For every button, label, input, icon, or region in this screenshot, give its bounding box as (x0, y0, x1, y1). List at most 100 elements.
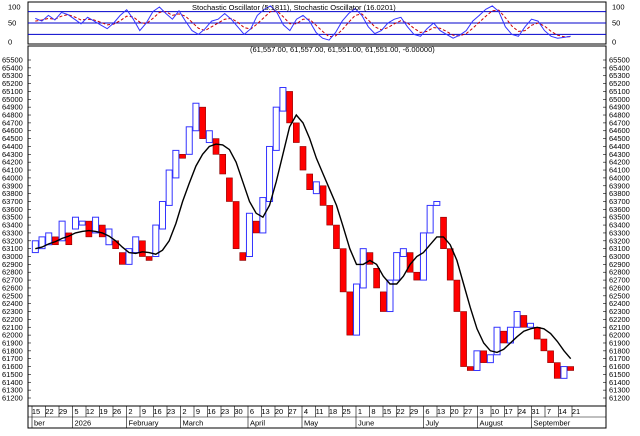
y-tick-label: 62700 (609, 276, 630, 285)
candle-up (353, 283, 361, 336)
candle-down (533, 326, 541, 340)
x-tick-label: 20 (450, 407, 458, 416)
candle-down (366, 252, 374, 265)
candle-down (139, 240, 146, 257)
candle-up (279, 87, 287, 112)
candle-up (31, 240, 39, 254)
y-tick-label: 62300 (609, 307, 630, 316)
y-tick-label: 63600 (609, 205, 630, 214)
x-tick-label: 29 (59, 407, 67, 416)
y-tick-label: 63400 (2, 221, 23, 230)
y-tick-label: 61600 (2, 362, 23, 371)
candle-down (446, 248, 454, 281)
candlestick-series (31, 87, 574, 379)
candle-down (466, 366, 474, 371)
oscillator-tick-label: 0 (612, 38, 616, 47)
y-tick-label: 64100 (609, 166, 630, 175)
y-tick-label: 61400 (609, 378, 630, 387)
oscillator-tick-label: 50 (8, 19, 16, 28)
candle-down (333, 224, 340, 249)
candle-up (393, 252, 401, 281)
oscillator-right-ticks: 100 50 0 (612, 3, 625, 47)
y-tick-label: 61500 (609, 370, 630, 379)
x-tick-label: 3 (479, 407, 483, 416)
candle-down (406, 252, 414, 273)
month-label: March (183, 419, 204, 428)
candle-up (185, 126, 193, 155)
candle-up (158, 200, 166, 230)
candle-up (426, 204, 434, 234)
y-tick-label: 65000 (609, 95, 630, 104)
x-tick-label: 10 (491, 407, 499, 416)
y-tick-label: 63800 (2, 189, 23, 198)
y-tick-label: 63700 (609, 197, 630, 206)
y-tick-label: 65200 (2, 79, 23, 88)
candle-down (239, 252, 247, 261)
y-tick-label: 64200 (2, 158, 23, 167)
x-tick-label: 13 (437, 407, 445, 416)
x-tick-label: 15 (32, 407, 40, 416)
y-tick-label: 64900 (2, 103, 23, 112)
x-tick-label: 23 (221, 407, 229, 416)
price-frame (27, 45, 607, 407)
candle-down (373, 268, 380, 289)
y-tick-label: 64700 (2, 118, 23, 127)
oscillator-slow-line (35, 9, 571, 38)
x-tick-label: 19 (99, 407, 107, 416)
x-tick-label: 31 (531, 407, 539, 416)
y-tick-label: 63800 (609, 189, 630, 198)
candle-up (45, 232, 53, 246)
price-panel: (61,557.00, 61,557.00, 61,551.00, 61,551… (2, 45, 630, 407)
oscillator-tick-label: 100 (612, 3, 625, 12)
y-tick-label: 63600 (2, 205, 23, 214)
y-tick-label: 63900 (609, 181, 630, 190)
y-tick-label: 62200 (2, 315, 23, 324)
month-label: 2026 (75, 419, 92, 428)
x-tick-label: 22 (396, 407, 404, 416)
month-label: September (534, 419, 571, 428)
y-tick-label: 62300 (2, 307, 23, 316)
candle-up (433, 200, 441, 206)
candle-up (245, 212, 253, 258)
candle-up (513, 311, 521, 328)
x-tick-label: 29 (410, 407, 418, 416)
y-tick-label: 61700 (2, 354, 23, 363)
y-tick-label: 62900 (609, 260, 630, 269)
y-tick-label: 62400 (609, 299, 630, 308)
y-tick-label: 61800 (609, 346, 630, 355)
candle-up (205, 130, 213, 144)
candle-down (212, 138, 220, 155)
y-tick-label: 64700 (609, 118, 630, 127)
x-tick-label: 24 (518, 407, 526, 416)
y-tick-label: 62000 (2, 331, 23, 340)
y-tick-label: 65300 (2, 71, 23, 80)
y-tick-label: 62600 (609, 283, 630, 292)
candle-down (319, 185, 327, 206)
x-tick-label: 9 (142, 407, 146, 416)
candle-up (71, 216, 80, 230)
candle-up (419, 232, 427, 281)
x-tick-label: 21 (572, 407, 580, 416)
candle-down (460, 311, 467, 367)
candle-up (132, 236, 140, 254)
x-tick-label: 17 (504, 407, 512, 416)
candle-down (567, 366, 574, 371)
x-tick-label: 26 (113, 407, 121, 416)
candle-down (540, 338, 548, 352)
candle-down (326, 205, 334, 226)
candle-up (165, 169, 173, 206)
y-tick-label: 62700 (2, 276, 23, 285)
y-tick-label: 65200 (609, 79, 630, 88)
candle-down (98, 224, 106, 238)
y-tick-label: 63300 (609, 228, 630, 237)
month-label: ber (34, 419, 45, 428)
candle-down (199, 106, 206, 139)
y-tick-label: 64000 (609, 173, 630, 182)
candle-up (125, 248, 133, 265)
candle-down (292, 122, 300, 143)
candle-up (493, 326, 501, 356)
y-tick-label: 65500 (609, 56, 630, 65)
y-tick-label: 65100 (609, 87, 630, 96)
candle-down (286, 91, 293, 124)
